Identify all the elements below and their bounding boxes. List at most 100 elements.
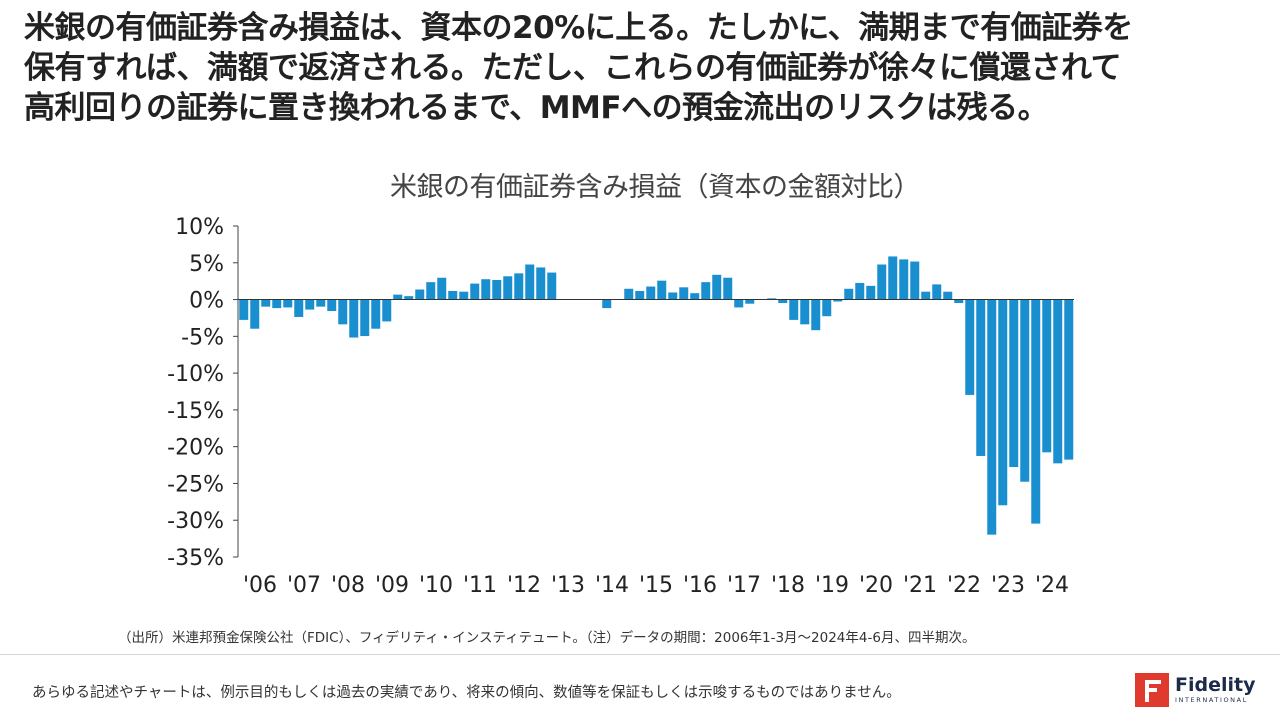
bar (359, 299, 370, 337)
x-tick-label: '06 (243, 573, 277, 598)
headline: 米銀の有価証券含み損益は、資本の20%に上る。たしかに、満期まで有価証券を 保有… (24, 8, 1264, 128)
y-tick-label: -25% (167, 472, 224, 497)
bar (964, 299, 975, 396)
bar (744, 299, 755, 305)
bar (348, 299, 359, 339)
bar (370, 299, 381, 330)
bar (535, 266, 546, 300)
y-tick-label: 5% (189, 252, 224, 277)
x-tick-label: '13 (551, 573, 585, 598)
bar (271, 299, 282, 309)
x-tick-label: '11 (463, 573, 497, 598)
bar (491, 279, 502, 300)
bar-chart: 10% 5% 0% -5% -10% -15% -20% -25% -30% -35% '06 '07… (167, 215, 1074, 598)
bar (238, 299, 249, 321)
bar (700, 281, 711, 300)
bar (326, 299, 337, 312)
bar (898, 258, 909, 300)
bar (953, 299, 964, 304)
bar (821, 299, 832, 317)
bar (315, 299, 326, 308)
bar (810, 299, 821, 331)
x-tick-label: '07 (287, 573, 321, 598)
headline-line-3: 高利回りの証券に置き換われるまで、MMFへの預金流出のリスクは残る。 (24, 90, 1049, 126)
y-tick-label: -20% (167, 436, 224, 461)
bar (777, 299, 788, 304)
bar (854, 282, 865, 300)
bar (436, 277, 447, 300)
bar (480, 278, 491, 300)
bar (634, 290, 645, 300)
bar (876, 264, 887, 300)
x-tick-label: '21 (903, 573, 937, 598)
bar (997, 299, 1008, 506)
x-tick-label: '18 (771, 573, 805, 598)
bar (689, 292, 700, 300)
y-tick-label: 10% (175, 215, 224, 240)
logo-name: Fidelity (1175, 674, 1256, 697)
x-tick-label: '16 (683, 573, 717, 598)
y-tick-label: -15% (167, 399, 224, 424)
fidelity-logo: Fidelity INTERNATIONAL (1135, 671, 1255, 709)
chart-title: 米銀の有価証券含み損益（資本の金額対比） (390, 172, 921, 203)
bar (381, 299, 392, 322)
bar (546, 272, 557, 300)
bar (931, 283, 942, 300)
bar (502, 275, 513, 300)
headline-line-1: 米銀の有価証券含み損益は、資本の20%に上る。たしかに、満期まで有価証券を (24, 10, 1133, 46)
disclaimer: あらゆる記述やチャートは、例示目的もしくは過去の実績であり、将来の傾向、数値等を… (32, 685, 901, 701)
bar (942, 291, 953, 300)
bar (260, 299, 271, 308)
x-tick-label: '15 (639, 573, 673, 598)
bar (887, 255, 898, 300)
bar (1041, 299, 1052, 453)
x-tick-label: '22 (947, 573, 981, 598)
bar (986, 299, 997, 536)
bar (337, 299, 348, 325)
bar (458, 291, 469, 300)
x-tick-label: '09 (375, 573, 409, 598)
bar (249, 299, 260, 330)
bar (909, 261, 920, 300)
headline-line-2: 保有すれば、満額で返済される。ただし、これらの有価証券が徐々に償還されて (24, 50, 1122, 86)
bar (623, 288, 634, 300)
x-tick-label: '23 (991, 573, 1025, 598)
bar (1052, 299, 1063, 464)
x-tick-label: '12 (507, 573, 541, 598)
x-tick-label: '19 (815, 573, 849, 598)
bar (656, 280, 667, 300)
bar (1019, 299, 1030, 483)
x-tick-label: '20 (859, 573, 893, 598)
bar (678, 286, 689, 300)
bar (788, 299, 799, 321)
bar (645, 286, 656, 300)
bar (425, 281, 436, 300)
fidelity-logo-icon (1135, 673, 1169, 707)
bar (711, 274, 722, 300)
source-note: （出所）米連邦預金保険公社（FDIC）、フィデリティ・インスティテュート。（注）… (118, 630, 976, 646)
bar (1008, 299, 1019, 468)
x-tick-label: '10 (419, 573, 453, 598)
bar (667, 291, 678, 300)
bar (975, 299, 986, 457)
x-tick-label: '24 (1035, 573, 1069, 598)
logo-sub: INTERNATIONAL (1175, 696, 1248, 705)
bar (414, 289, 425, 300)
y-tick-label: 0% (189, 289, 224, 314)
bar (469, 283, 480, 300)
y-tick-label: -5% (181, 325, 224, 350)
x-tick-label: '14 (595, 573, 629, 598)
bar (733, 299, 744, 308)
bar (524, 264, 535, 300)
bar (403, 295, 414, 300)
bar (843, 288, 854, 300)
bar (722, 277, 733, 300)
bar (513, 272, 524, 300)
bar (447, 290, 458, 300)
bar (865, 285, 876, 300)
x-tick-label: '08 (331, 573, 365, 598)
bar (282, 299, 293, 308)
footer-divider (0, 654, 1280, 655)
bar (392, 294, 403, 300)
bar (304, 299, 315, 311)
